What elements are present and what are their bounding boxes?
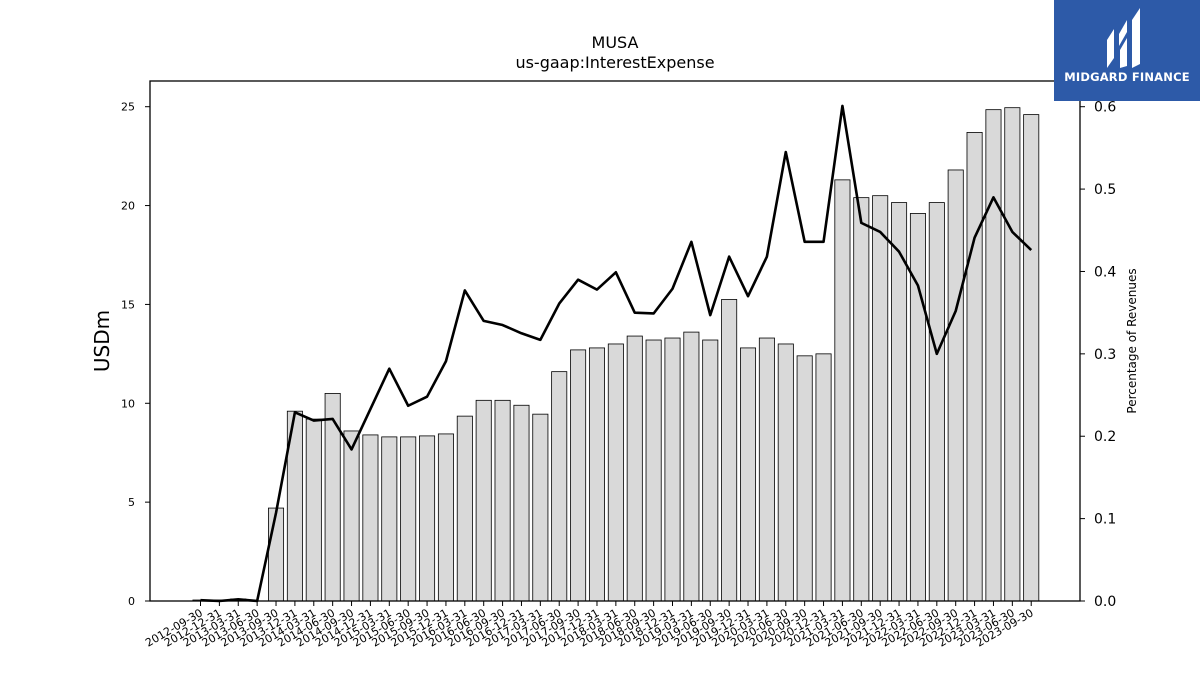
bar-2016-03-31 xyxy=(456,415,473,602)
bar-2020-12-31 xyxy=(815,353,832,602)
y2-tick-label: 0.1 xyxy=(1094,512,1116,528)
bar-2017-03-31 xyxy=(532,413,549,602)
bar-2019-09-30 xyxy=(721,299,738,602)
y-tick-label: 20 xyxy=(121,200,135,213)
line-series xyxy=(200,104,1033,603)
bar-2019-06-30 xyxy=(702,339,719,602)
y2-tick-label: 0.0 xyxy=(1094,594,1116,610)
bar-2013-09-30 xyxy=(268,507,285,602)
y2-tick-label: 0.5 xyxy=(1094,182,1116,198)
bar-2020-03-31 xyxy=(758,337,775,602)
bar-2021-06-30 xyxy=(853,197,870,602)
y-axis-right: 0.0 0.1 0.2 0.3 0.4 0.5 0.6 xyxy=(1080,100,1116,610)
bar-2014-12-31 xyxy=(362,434,379,602)
bar-2017-09-30 xyxy=(570,349,587,602)
chart-subtitle: us-gaap:InterestExpense xyxy=(515,53,714,72)
bar-2020-09-30 xyxy=(796,355,813,602)
bar-2015-03-31 xyxy=(381,436,398,602)
y-axis-left: 0 5 10 15 20 25 xyxy=(121,101,150,608)
bar-2018-06-30 xyxy=(626,335,643,602)
bar-2016-12-31 xyxy=(513,404,530,602)
bar-2018-03-31 xyxy=(607,343,624,602)
y-tick-label: 15 xyxy=(121,298,135,311)
bar-2015-06-30 xyxy=(400,436,417,602)
bar-series xyxy=(192,107,1040,602)
y2-tick-label: 0.6 xyxy=(1094,100,1116,116)
bar-2015-12-31 xyxy=(437,433,454,602)
y-tick-label: 0 xyxy=(128,595,135,608)
y-tick-label: 5 xyxy=(128,496,135,509)
percentage-of-revenues-line xyxy=(200,104,1033,603)
bar-2017-12-31 xyxy=(588,347,605,602)
bar-2021-09-30 xyxy=(872,195,889,602)
y-axis-label: USDm xyxy=(90,310,114,372)
bar-2017-06-30 xyxy=(551,371,568,602)
y2-tick-label: 0.3 xyxy=(1094,347,1116,363)
y-tick-label: 25 xyxy=(121,101,135,114)
bar-2014-03-31 xyxy=(305,418,322,602)
bar-2016-09-30 xyxy=(494,399,511,602)
bar-2014-06-30 xyxy=(324,392,341,602)
plot-frame xyxy=(149,80,1081,602)
midgard-finance-logo: MIDGARD FINANCE xyxy=(1054,0,1200,101)
bar-2023-09-30 xyxy=(1023,114,1040,602)
y2-tick-label: 0.4 xyxy=(1094,264,1116,280)
bar-2020-06-30 xyxy=(777,343,794,602)
logo-text: MIDGARD FINANCE xyxy=(1064,70,1190,84)
midgard-logo-mark-icon xyxy=(1107,8,1140,68)
bar-2022-09-30 xyxy=(947,169,964,602)
bar-2022-12-31 xyxy=(966,132,983,602)
y2-axis-label: Percentage of Revenues xyxy=(1125,268,1139,413)
y2-tick-label: 0.2 xyxy=(1094,429,1116,445)
bar-2019-12-31 xyxy=(740,347,757,602)
bar-2023-03-31 xyxy=(985,109,1002,602)
bar-2016-06-30 xyxy=(475,399,492,602)
y-tick-label: 10 xyxy=(121,397,135,410)
bar-2019-03-31 xyxy=(683,331,700,602)
x-axis: 2012-09-302012-12-312013-03-312013-06-30… xyxy=(143,601,1036,650)
bar-2023-06-30 xyxy=(1004,107,1021,602)
bar-2018-09-30 xyxy=(645,339,662,602)
bar-2014-09-30 xyxy=(343,430,360,602)
bar-2021-03-31 xyxy=(834,179,851,602)
bar-2018-12-31 xyxy=(664,337,681,602)
chart-title: MUSA xyxy=(592,33,639,52)
bar-2022-06-30 xyxy=(928,202,945,602)
bar-2022-03-31 xyxy=(909,213,926,602)
bar-2015-09-30 xyxy=(419,435,436,602)
